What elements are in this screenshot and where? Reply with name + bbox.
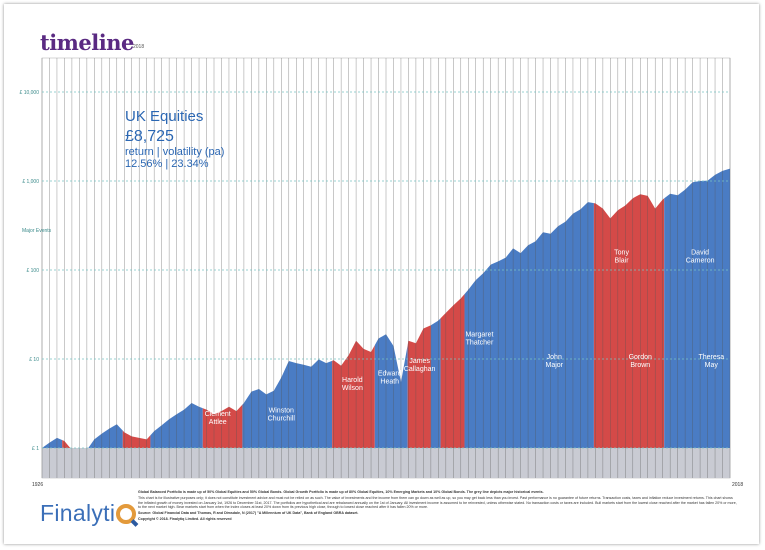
x-end-label: 2018 — [732, 482, 743, 488]
brand-title: timeline — [40, 30, 134, 55]
regime-label: May — [705, 362, 719, 369]
regime-label: Cameron — [686, 257, 715, 264]
regime-label: James — [409, 358, 430, 365]
regime-red — [593, 168, 665, 448]
regime-blue — [664, 168, 730, 448]
info-value: £8,725 — [125, 128, 174, 145]
major-events-label: Major Events — [22, 228, 52, 234]
regime-label: Tony — [614, 249, 629, 256]
x-start-label: 1926 — [32, 482, 43, 488]
y-tick-label: £ 1,000 — [22, 179, 39, 185]
regime-label: Margaret — [465, 331, 493, 338]
footnotes: Global Balanced Portfolio is made up of … — [138, 490, 738, 524]
regime-label: Callaghan — [404, 366, 436, 373]
info-title: UK Equities — [125, 108, 204, 125]
regime-label: Attlee — [209, 419, 227, 426]
footnote-copyright: Copyright © 2018. Finalytiq Limited. All… — [138, 517, 232, 522]
regime-label: David — [691, 249, 709, 256]
footnote-disclaimer: This chart is for illustrative purposes … — [138, 496, 737, 510]
footnote-source: Source: Global Financial Data and Thomas… — [138, 511, 359, 516]
regime-label: Heath — [380, 379, 399, 386]
brand-year: 2018 — [133, 44, 145, 50]
regime-label: Brown — [630, 362, 650, 369]
regime-label: Major — [546, 362, 564, 369]
regime-label: Gordon — [629, 354, 652, 361]
regime-label: Churchill — [268, 416, 296, 423]
regime-label: Harold — [342, 377, 363, 384]
y-tick-label: £ 10 — [29, 357, 39, 363]
footnote-portfolios: Global Balanced Portfolio is made up of … — [138, 490, 544, 494]
regime-label: John — [547, 354, 562, 361]
info-values: 12.56% | 23.34% — [125, 158, 209, 170]
logo-text: Finalyti — [40, 500, 116, 526]
regime-label: Clement — [205, 411, 231, 418]
y-tick-label: £ 1 — [32, 446, 39, 452]
y-tick-label: £ 100 — [26, 268, 39, 274]
regime-label: Thatcher — [466, 339, 494, 346]
regime-label: Blair — [615, 257, 630, 264]
finalytiq-logo: Finalyti — [40, 500, 137, 527]
regime-label: Theresa — [698, 354, 724, 361]
info-subtitle: return | volatility (pa) — [125, 146, 225, 158]
regime-label: Edward — [378, 371, 402, 378]
regime-label: Winston — [269, 408, 294, 415]
regime-label: Wilson — [342, 385, 363, 392]
magnifier-icon — [116, 504, 137, 524]
y-tick-label: £ 10,000 — [20, 90, 40, 96]
info-box: UK Equities £8,725 return | volatility (… — [125, 108, 224, 170]
